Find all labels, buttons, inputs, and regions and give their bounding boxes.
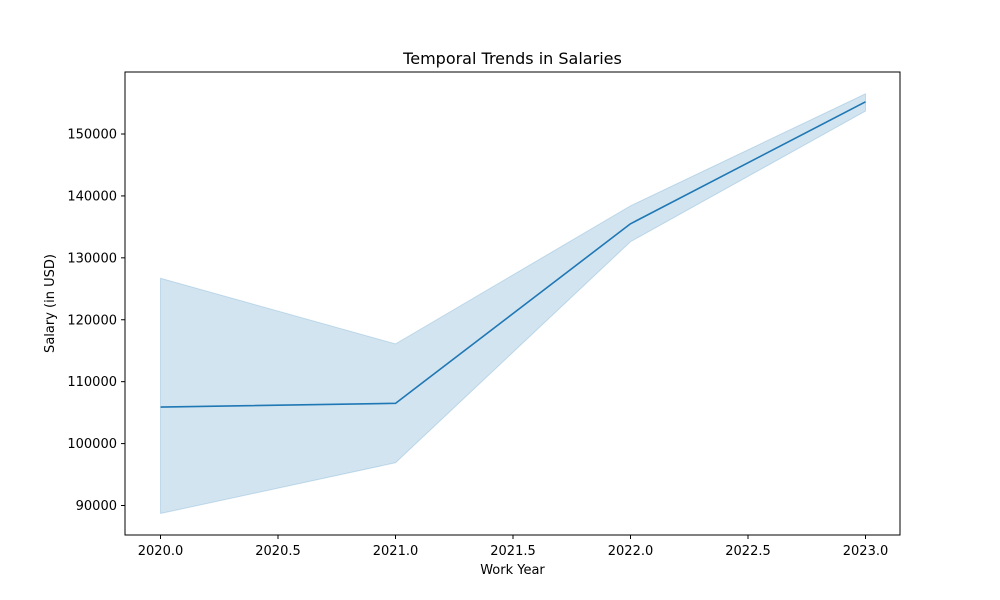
x-tick-label: 2020.0 [138,544,184,559]
x-tick-label: 2023.0 [843,544,889,559]
x-tick-label: 2021.0 [373,544,419,559]
y-axis-label: Salary (in USD) [43,254,58,353]
plot-area: 2020.0 2020.5 2021.0 2021.5 2022.0 2022.5 2023… [67,71,901,559]
y-tick-label: 140000 [67,189,117,204]
y-tick-label: 130000 [67,251,117,266]
confidence-band [160,92,866,515]
x-tick-label: 2022.5 [725,544,771,559]
y-tick-label: 120000 [67,313,117,328]
y-tick-label: 150000 [67,128,117,143]
y-tick-label: 90000 [76,499,117,514]
y-tick-label: 100000 [67,437,117,452]
y-tick-label: 110000 [67,375,117,390]
salary-line [160,101,866,408]
x-tick-label: 2022.0 [608,544,654,559]
chart-title: Temporal Trends in Salaries [402,49,622,68]
x-tick-label: 2020.5 [255,544,301,559]
x-axis-label: Work Year [480,563,545,578]
x-tick-label: 2021.5 [490,544,536,559]
